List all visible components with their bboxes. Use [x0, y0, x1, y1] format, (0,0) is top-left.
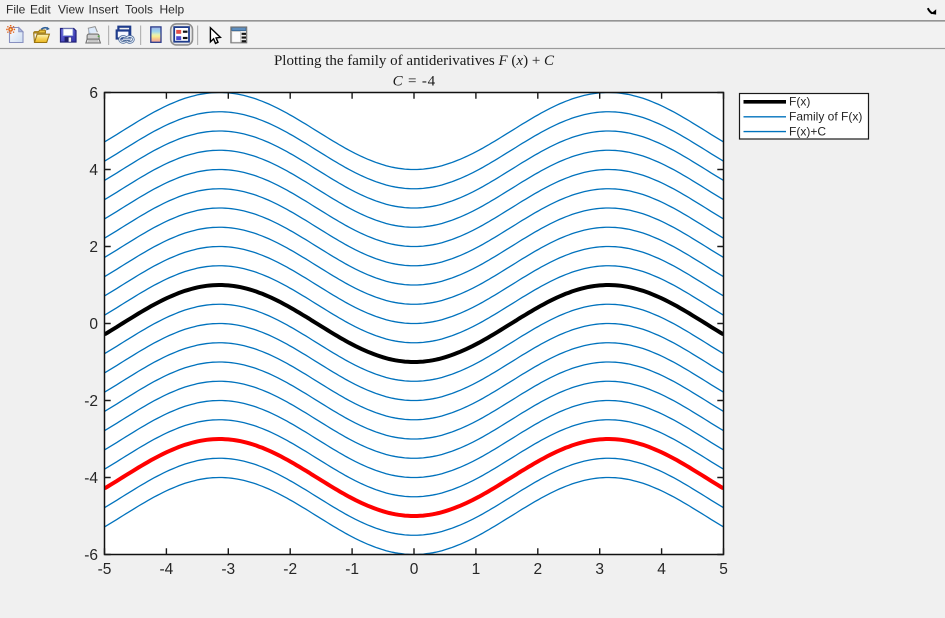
- svg-text:4: 4: [657, 561, 666, 578]
- svg-text:F(x)+C: F(x)+C: [789, 125, 826, 139]
- svg-text:C = -4: C = -4: [393, 74, 436, 90]
- svg-text:File: File: [6, 3, 26, 17]
- svg-text:5: 5: [719, 561, 728, 578]
- svg-text:-4: -4: [84, 470, 98, 487]
- svg-text:2: 2: [533, 561, 542, 578]
- svg-text:-1: -1: [345, 561, 359, 578]
- svg-text:-2: -2: [283, 561, 297, 578]
- svg-text:Insert: Insert: [89, 3, 120, 17]
- svg-text:1: 1: [472, 561, 481, 578]
- svg-text:-2: -2: [84, 393, 98, 410]
- svg-text:Help: Help: [160, 3, 185, 17]
- svg-text:View: View: [58, 3, 84, 17]
- svg-text:Family of F(x): Family of F(x): [789, 110, 862, 124]
- svg-text:-5: -5: [98, 561, 112, 578]
- svg-text:-4: -4: [160, 561, 174, 578]
- svg-text:0: 0: [89, 316, 98, 333]
- svg-text:Plotting the family of antider: Plotting the family of antiderivatives F…: [274, 53, 555, 69]
- svg-text:2: 2: [89, 239, 98, 256]
- svg-text:4: 4: [89, 162, 98, 179]
- svg-text:Edit: Edit: [30, 3, 51, 17]
- svg-text:6: 6: [89, 85, 98, 102]
- svg-text:Tools: Tools: [125, 3, 153, 17]
- svg-text:-6: -6: [84, 547, 98, 564]
- svg-text:-3: -3: [221, 561, 235, 578]
- svg-text:0: 0: [410, 561, 419, 578]
- svg-text:3: 3: [595, 561, 604, 578]
- svg-text:F(x): F(x): [789, 94, 810, 108]
